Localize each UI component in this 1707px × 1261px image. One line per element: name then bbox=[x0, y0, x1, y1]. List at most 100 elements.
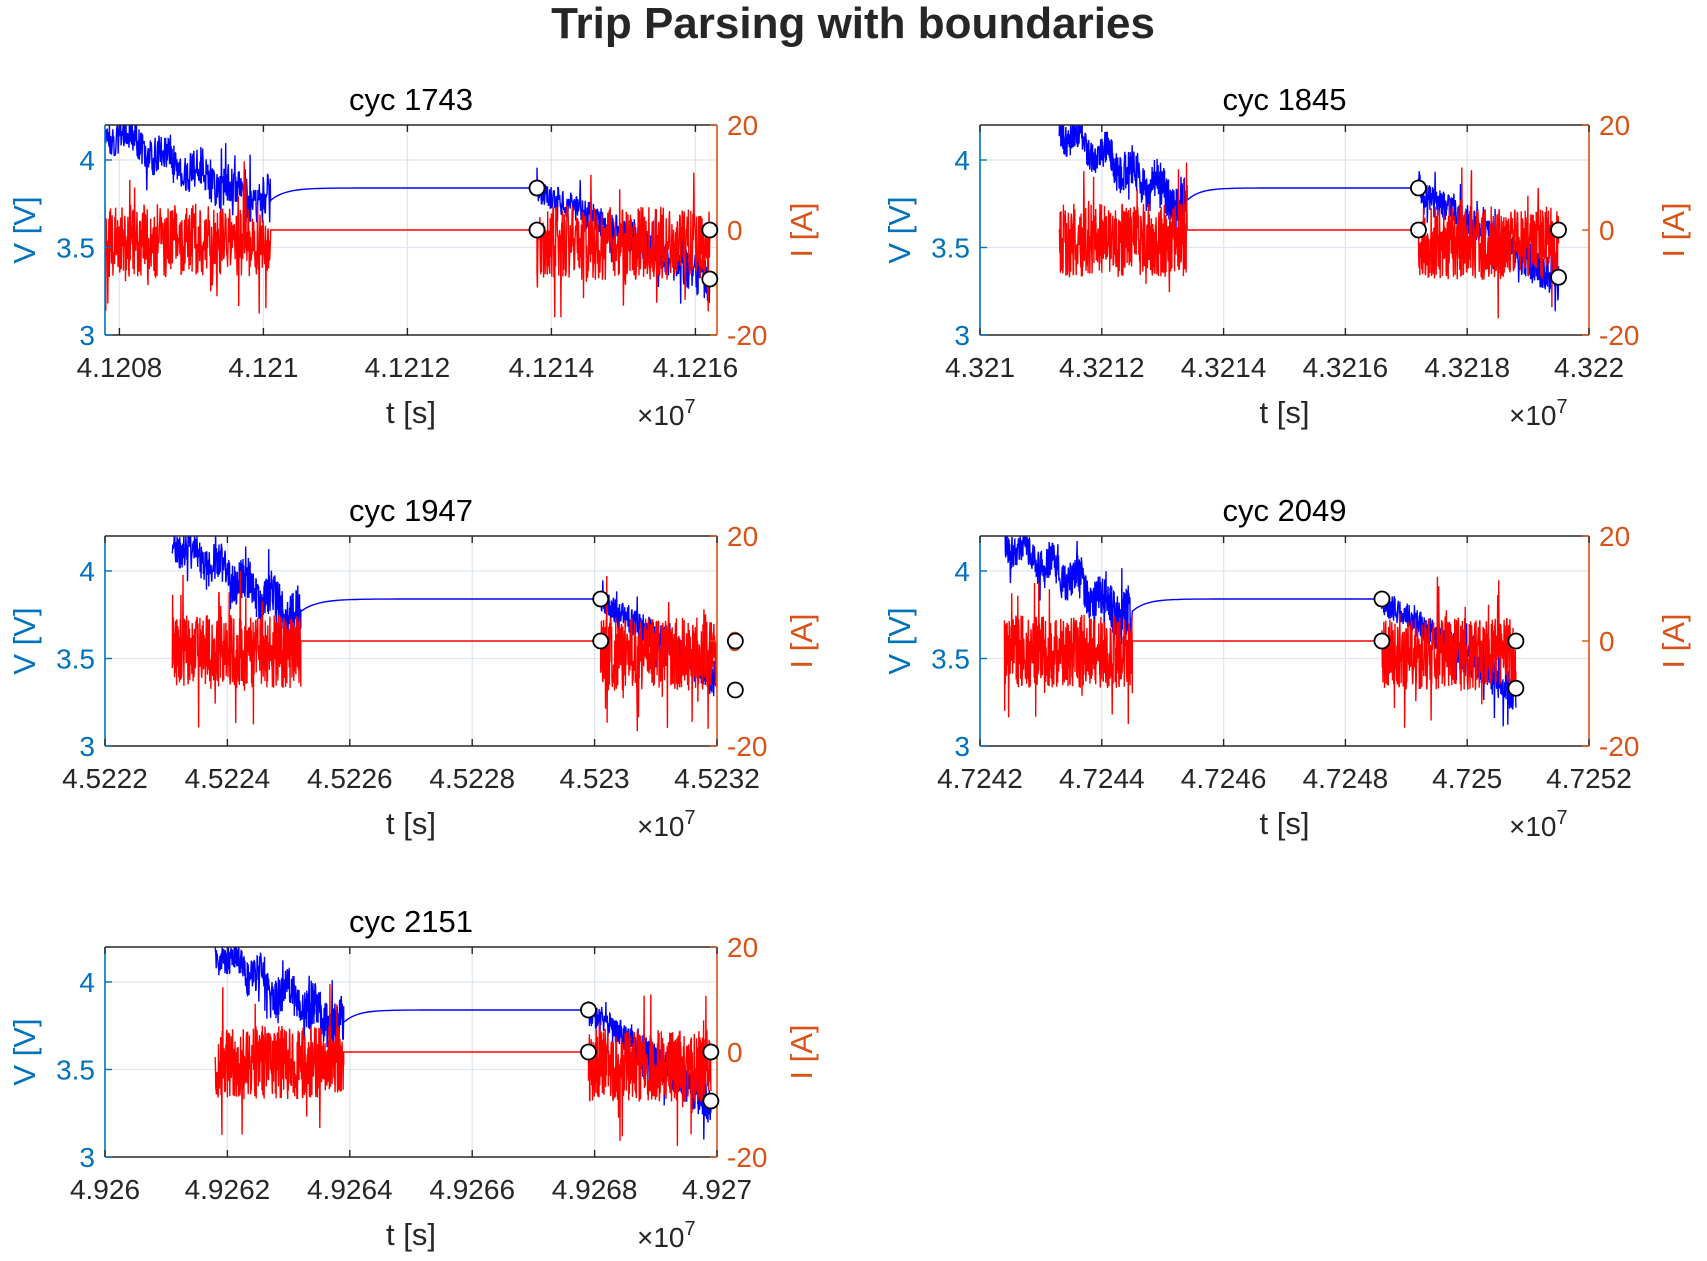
left-y-axis-label: V [V] bbox=[882, 607, 917, 674]
left-y-tick-label: 3.5 bbox=[931, 644, 970, 675]
boundary-markers bbox=[1410, 179, 1567, 286]
x-axis-multiplier-exponent: 7 bbox=[685, 807, 696, 829]
x-tick-label: 4.523 bbox=[560, 763, 630, 794]
left-y-axis-label: V [V] bbox=[7, 1018, 42, 1085]
right-y-tick-label: -20 bbox=[1599, 320, 1639, 351]
boundary-marker bbox=[701, 221, 719, 239]
left-y-axis-label: V [V] bbox=[7, 607, 42, 674]
subplot-grid: 4.1208 4.121 4.1212 4.1214 4.1216 3 3.5 4 -20 0 20… bbox=[7, 82, 1691, 1253]
x-tick-label: 4.1216 bbox=[653, 352, 739, 383]
right-y-tick-label: 20 bbox=[727, 110, 758, 141]
x-axis-multiplier: ×107 bbox=[1509, 807, 1568, 842]
boundary-marker bbox=[1550, 221, 1567, 239]
boundary-marker bbox=[528, 179, 546, 197]
current-series-line bbox=[1058, 162, 1560, 319]
current-series-line bbox=[105, 161, 711, 318]
right-y-tick-label: 0 bbox=[1599, 215, 1615, 246]
right-y-tick-label: 20 bbox=[727, 521, 758, 552]
left-y-tick-label: 4 bbox=[954, 556, 970, 587]
x-tick-label: 4.3216 bbox=[1303, 352, 1389, 383]
x-tick-label: 4.121 bbox=[228, 352, 298, 383]
x-tick-label: 4.5228 bbox=[429, 763, 515, 794]
x-tick-label: 4.7252 bbox=[1546, 763, 1632, 794]
x-axis-multiplier: ×107 bbox=[637, 1218, 696, 1253]
subplot-title: cyc 2049 bbox=[1222, 493, 1346, 528]
left-y-axis-label: V [V] bbox=[7, 196, 42, 263]
boundary-marker bbox=[1507, 679, 1525, 697]
left-y-tick-label: 3 bbox=[79, 1142, 95, 1173]
x-axis-label: t [s] bbox=[386, 1217, 436, 1252]
boundary-marker bbox=[580, 1043, 597, 1061]
x-tick-label: 4.927 bbox=[682, 1174, 752, 1205]
right-y-axis-label: I [A] bbox=[784, 1024, 819, 1079]
axes: 4.926 4.9262 4.9264 4.9266 4.9268 4.927 3 3.5 4 -… bbox=[56, 932, 767, 1205]
right-y-tick-label: 20 bbox=[727, 932, 758, 963]
boundary-markers bbox=[592, 590, 744, 699]
x-tick-label: 4.3212 bbox=[1059, 352, 1145, 383]
x-tick-label: 4.321 bbox=[945, 352, 1015, 383]
plot-area bbox=[1058, 125, 1560, 319]
plot-area bbox=[171, 536, 717, 732]
subplot-2: 4.321 4.3212 4.3214 4.3216 4.3218 4.322 3 3.5 4 -… bbox=[882, 82, 1691, 431]
boundary-marker bbox=[1373, 632, 1391, 650]
x-tick-label: 4.9266 bbox=[429, 1174, 515, 1205]
axes: 4.321 4.3212 4.3214 4.3216 4.3218 4.322 3 3.5 4 -… bbox=[931, 110, 1639, 383]
x-tick-label: 4.5226 bbox=[307, 763, 393, 794]
left-y-tick-label: 3 bbox=[954, 320, 970, 351]
boundary-marker bbox=[1410, 221, 1427, 239]
right-y-tick-label: -20 bbox=[727, 1142, 767, 1173]
subplot-4: 4.7242 4.7244 4.7246 4.7248 4.725 4.7252 3 3.5 4… bbox=[882, 493, 1691, 842]
boundary-marker bbox=[1550, 268, 1567, 286]
left-y-tick-label: 3.5 bbox=[56, 644, 95, 675]
subplot-1: 4.1208 4.121 4.1212 4.1214 4.1216 3 3.5 4 -20 0 20… bbox=[7, 82, 819, 431]
right-y-tick-label: -20 bbox=[1599, 731, 1639, 762]
x-tick-label: 4.322 bbox=[1554, 352, 1624, 383]
boundary-markers bbox=[1373, 590, 1525, 697]
right-y-axis-label: I [A] bbox=[784, 613, 819, 668]
boundary-marker bbox=[1507, 632, 1525, 650]
boundary-marker bbox=[580, 1001, 597, 1019]
x-tick-label: 4.5222 bbox=[62, 763, 148, 794]
x-tick-label: 4.9264 bbox=[307, 1174, 393, 1205]
plot-area bbox=[105, 125, 711, 318]
left-y-tick-label: 3 bbox=[954, 731, 970, 762]
left-y-tick-label: 3.5 bbox=[56, 1055, 95, 1086]
left-y-tick-label: 4 bbox=[79, 967, 95, 998]
x-tick-label: 4.9268 bbox=[552, 1174, 638, 1205]
current-series-line bbox=[1003, 576, 1517, 728]
subplot-title: cyc 2151 bbox=[349, 904, 473, 939]
plot-area bbox=[1003, 536, 1517, 728]
current-series-line bbox=[171, 570, 717, 732]
boundary-marker bbox=[702, 1092, 720, 1110]
x-tick-label: 4.7242 bbox=[937, 763, 1023, 794]
boundary-marker bbox=[592, 632, 610, 650]
axes: 4.7242 4.7244 4.7246 4.7248 4.725 4.7252 3 3.5 4… bbox=[931, 521, 1639, 794]
subplot-title: cyc 1743 bbox=[349, 82, 473, 117]
x-tick-label: 4.3214 bbox=[1181, 352, 1267, 383]
x-tick-label: 4.5224 bbox=[185, 763, 271, 794]
subplot-3: 4.5222 4.5224 4.5226 4.5228 4.523 4.5232 3 3.5 4… bbox=[7, 493, 819, 842]
left-y-tick-label: 3.5 bbox=[56, 233, 95, 264]
left-y-tick-label: 3.5 bbox=[931, 233, 970, 264]
boundary-markers bbox=[528, 179, 719, 288]
x-tick-label: 4.9262 bbox=[185, 1174, 271, 1205]
left-y-tick-label: 3 bbox=[79, 320, 95, 351]
x-axis-multiplier-exponent: 7 bbox=[685, 1218, 696, 1240]
right-y-tick-label: -20 bbox=[727, 731, 767, 762]
x-tick-label: 4.7248 bbox=[1303, 763, 1389, 794]
subplot-title: cyc 1845 bbox=[1222, 82, 1346, 117]
x-tick-label: 4.3218 bbox=[1424, 352, 1510, 383]
subplot-5: 4.926 4.9262 4.9264 4.9266 4.9268 4.927 3 3.5 4 -… bbox=[7, 904, 819, 1253]
left-y-tick-label: 3 bbox=[79, 731, 95, 762]
x-tick-label: 4.1208 bbox=[77, 352, 163, 383]
boundary-marker bbox=[1373, 590, 1391, 608]
right-y-tick-label: -20 bbox=[727, 320, 767, 351]
x-tick-label: 4.725 bbox=[1432, 763, 1502, 794]
left-y-tick-label: 4 bbox=[79, 145, 95, 176]
plot-area bbox=[214, 947, 712, 1146]
boundary-markers bbox=[580, 1001, 720, 1110]
boundary-marker bbox=[702, 1043, 720, 1061]
x-tick-label: 4.926 bbox=[70, 1174, 140, 1205]
right-y-tick-label: 20 bbox=[1599, 110, 1630, 141]
